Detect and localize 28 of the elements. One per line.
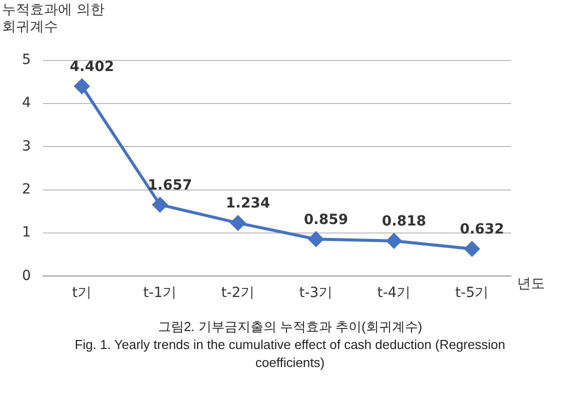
x-axis-title: 년도 (517, 276, 545, 292)
x-tick-label: t-2기 (221, 285, 255, 302)
data-label: 1.234 (226, 196, 270, 212)
y-tick-label: 1 (22, 224, 31, 241)
point (386, 233, 402, 248)
data-label: 4.402 (70, 58, 114, 75)
x-tick-label: t-4기 (377, 285, 411, 302)
caption: Fig. 1. Yearly trends in the cumulative effect of cash deduction (Regression coefficients) (74, 336, 506, 372)
y-tick-label: 3 (22, 138, 31, 154)
x-tick-label: t-3기 (299, 285, 333, 302)
point (74, 78, 90, 94)
data-label: 0.632 (460, 222, 504, 238)
point (152, 197, 168, 212)
x-tick-label: t기 (72, 285, 92, 302)
x-tick-label: t-1기 (143, 285, 177, 302)
data-label: 0.818 (382, 214, 426, 230)
y-axis-title: 누적효과에 의한 회귀계수 (2, 2, 104, 36)
point (308, 232, 324, 247)
y-tick-label: 4 (22, 95, 31, 112)
y-tick-label: 0 (22, 268, 31, 284)
caption: 그림2. 기부금지출의 누적효과 추이(회귀계수) (156, 318, 424, 336)
y-tick-label: 5 (22, 52, 31, 68)
point (464, 241, 480, 256)
data-label: 1.657 (148, 177, 192, 194)
x-tick-label: t-5기 (455, 285, 489, 302)
y-tick-label: 2 (22, 182, 31, 198)
data-label: 0.859 (304, 212, 348, 228)
point (230, 215, 246, 230)
